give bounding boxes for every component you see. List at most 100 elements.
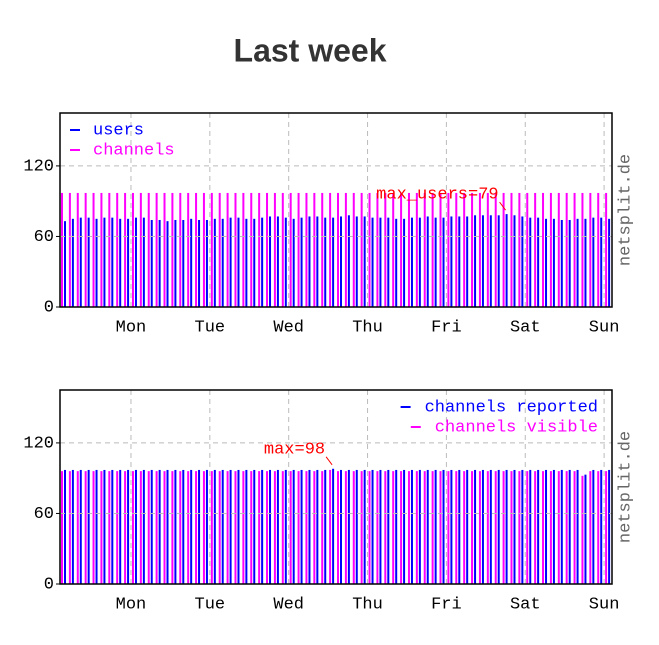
bar	[221, 218, 224, 307]
bar	[250, 192, 253, 307]
bar	[68, 471, 71, 584]
bar	[84, 192, 87, 307]
bar	[376, 192, 379, 307]
bar	[313, 192, 316, 307]
bar	[458, 469, 461, 584]
bar	[545, 469, 548, 584]
bar	[510, 471, 513, 584]
bar	[127, 469, 130, 584]
bar	[281, 192, 284, 307]
x-tick-label: Mon	[116, 318, 147, 337]
bar	[379, 469, 382, 584]
page-title: Last week	[234, 32, 387, 68]
bar	[308, 469, 311, 584]
bar	[600, 469, 603, 584]
bar	[403, 469, 406, 584]
bar	[305, 471, 308, 584]
bar	[103, 217, 106, 307]
bar	[111, 217, 114, 307]
bar	[363, 216, 366, 307]
y-tick-label: 60	[34, 228, 54, 247]
bar	[163, 192, 166, 307]
bar	[521, 216, 524, 307]
bar	[218, 471, 221, 584]
bar	[84, 471, 87, 584]
bar	[166, 469, 169, 584]
bar	[174, 469, 177, 584]
bar	[116, 471, 119, 584]
bar	[155, 471, 158, 584]
bar	[131, 192, 134, 307]
bar	[321, 471, 324, 584]
bar	[431, 471, 434, 584]
bar	[258, 471, 261, 584]
bar	[418, 217, 421, 307]
bar	[234, 471, 237, 584]
bar	[379, 217, 382, 307]
bar	[502, 471, 505, 584]
bar	[497, 215, 500, 307]
annotation: max=98	[264, 440, 325, 459]
plot: 0 60 120 Mon Tue Wed Thu Fri Sat Sun channels repo…	[23, 389, 635, 614]
bar	[166, 221, 169, 307]
bar	[537, 217, 540, 307]
bar	[76, 192, 79, 307]
bar	[337, 192, 339, 307]
x-tick-label: Tue	[195, 318, 226, 337]
bar	[261, 217, 264, 307]
bar	[505, 214, 508, 307]
bar	[332, 217, 335, 307]
bar	[407, 471, 410, 584]
bar	[150, 469, 153, 584]
bar	[68, 192, 71, 307]
bar	[584, 474, 587, 584]
bar	[76, 471, 79, 584]
bar	[423, 471, 426, 584]
bar	[213, 218, 216, 307]
bar	[195, 192, 198, 307]
bar	[442, 469, 445, 584]
legend-label: channels reported	[425, 398, 598, 417]
bar	[158, 219, 161, 307]
bar	[549, 192, 552, 307]
bar	[229, 469, 232, 584]
bar	[258, 192, 261, 307]
bar	[108, 471, 111, 584]
bar	[289, 471, 292, 584]
watermark: netsplit.de	[616, 431, 635, 543]
bar	[552, 469, 555, 584]
bar	[71, 218, 74, 307]
bar	[210, 471, 213, 584]
x-tick-label: Mon	[116, 595, 147, 614]
bar	[195, 471, 198, 584]
bar	[568, 469, 571, 584]
x-tick-label: Sat	[510, 595, 541, 614]
bar	[71, 469, 74, 584]
bar	[234, 192, 237, 307]
bar	[210, 192, 213, 307]
bar	[549, 471, 552, 584]
x-tick-label: Sat	[510, 318, 541, 337]
bar	[573, 192, 576, 307]
bar	[513, 215, 516, 307]
bar	[442, 217, 445, 307]
bar	[568, 219, 571, 307]
bar	[347, 469, 350, 584]
bar	[478, 471, 481, 584]
bar	[352, 471, 355, 584]
bar	[142, 469, 145, 584]
bar	[497, 469, 500, 584]
bar	[368, 192, 371, 307]
bar	[308, 216, 311, 307]
bar	[407, 192, 410, 307]
bar	[376, 471, 379, 584]
bar	[284, 217, 287, 307]
bar	[276, 469, 279, 584]
bar	[537, 469, 540, 584]
bar	[481, 215, 484, 307]
bar	[439, 192, 442, 307]
bar	[119, 218, 122, 307]
bar	[486, 192, 489, 307]
bar	[108, 192, 111, 307]
